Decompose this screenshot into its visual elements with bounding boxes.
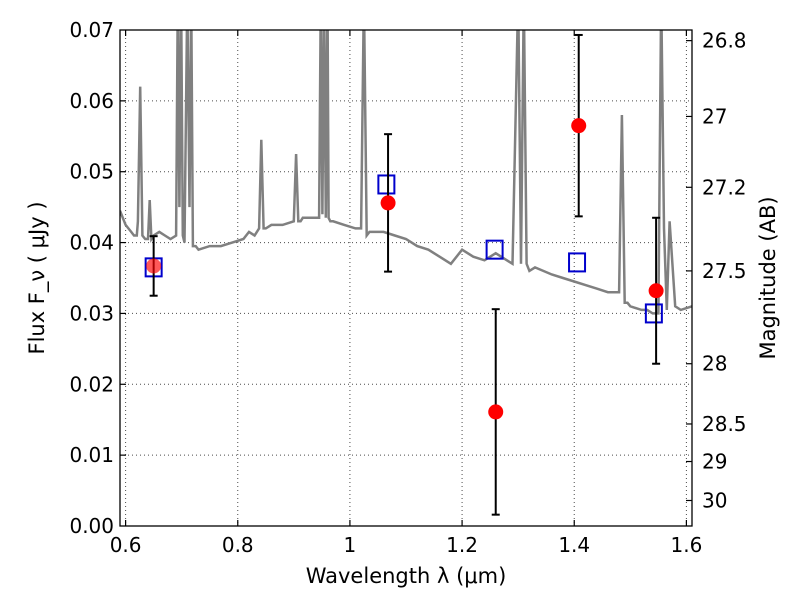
x-tick-label: 1: [344, 533, 357, 557]
model-square-marker: [377, 174, 396, 195]
y-tick-label: 0.00: [69, 514, 114, 538]
right-tick-label: 27.5: [702, 259, 747, 283]
right-tick-label: 26.8: [702, 29, 747, 53]
x-tick-label: 0.8: [222, 533, 254, 557]
y-tick-label: 0.02: [69, 372, 114, 396]
y-tick-label: 0.04: [69, 231, 114, 255]
right-tick-label: 27.2: [702, 175, 747, 199]
x-tick-label: 1.4: [558, 533, 590, 557]
right-tick-label: 30: [702, 488, 727, 512]
model-square-marker: [568, 252, 587, 273]
y-tick-label: 0.06: [69, 89, 114, 113]
x-axis-label: Wavelength λ (μm): [306, 564, 507, 588]
axis-ticks: 0.6 0.8 1 1.2 1.4 1.6 0.00 0.01 0.02 0.03 0.04 0.05…: [69, 18, 746, 557]
plot-frame: [119, 29, 693, 527]
model-square-marker: [485, 239, 504, 260]
right-tick-label: 28: [702, 352, 727, 376]
right-axis-label: Magnitude (AB): [756, 196, 780, 359]
y-tick-label: 0.03: [69, 301, 114, 325]
series-layer: [120, 30, 692, 516]
y-axis-label: Flux F_ν ( μJy ): [25, 201, 50, 354]
y-tick-label: 0.01: [69, 443, 114, 467]
x-tick-label: 0.6: [110, 533, 142, 557]
observed-flux-point: [146, 258, 162, 274]
grid-lines: [120, 30, 692, 526]
right-tick-label: 28.5: [702, 412, 747, 436]
observed-flux-point: [488, 404, 504, 420]
model-square-marker: [644, 303, 663, 324]
x-tick-label: 1.2: [446, 533, 478, 557]
y-tick-label: 0.05: [69, 160, 114, 184]
y-tick-label: 0.07: [69, 18, 114, 42]
observed-flux-point: [571, 118, 587, 134]
right-tick-label: 27: [702, 104, 727, 128]
observed-flux-point: [648, 283, 664, 299]
x-tick-label: 1.6: [670, 533, 702, 557]
observed-flux-point: [380, 195, 396, 211]
right-tick-label: 29: [702, 450, 727, 474]
model-spectrum-line: [120, 30, 692, 315]
